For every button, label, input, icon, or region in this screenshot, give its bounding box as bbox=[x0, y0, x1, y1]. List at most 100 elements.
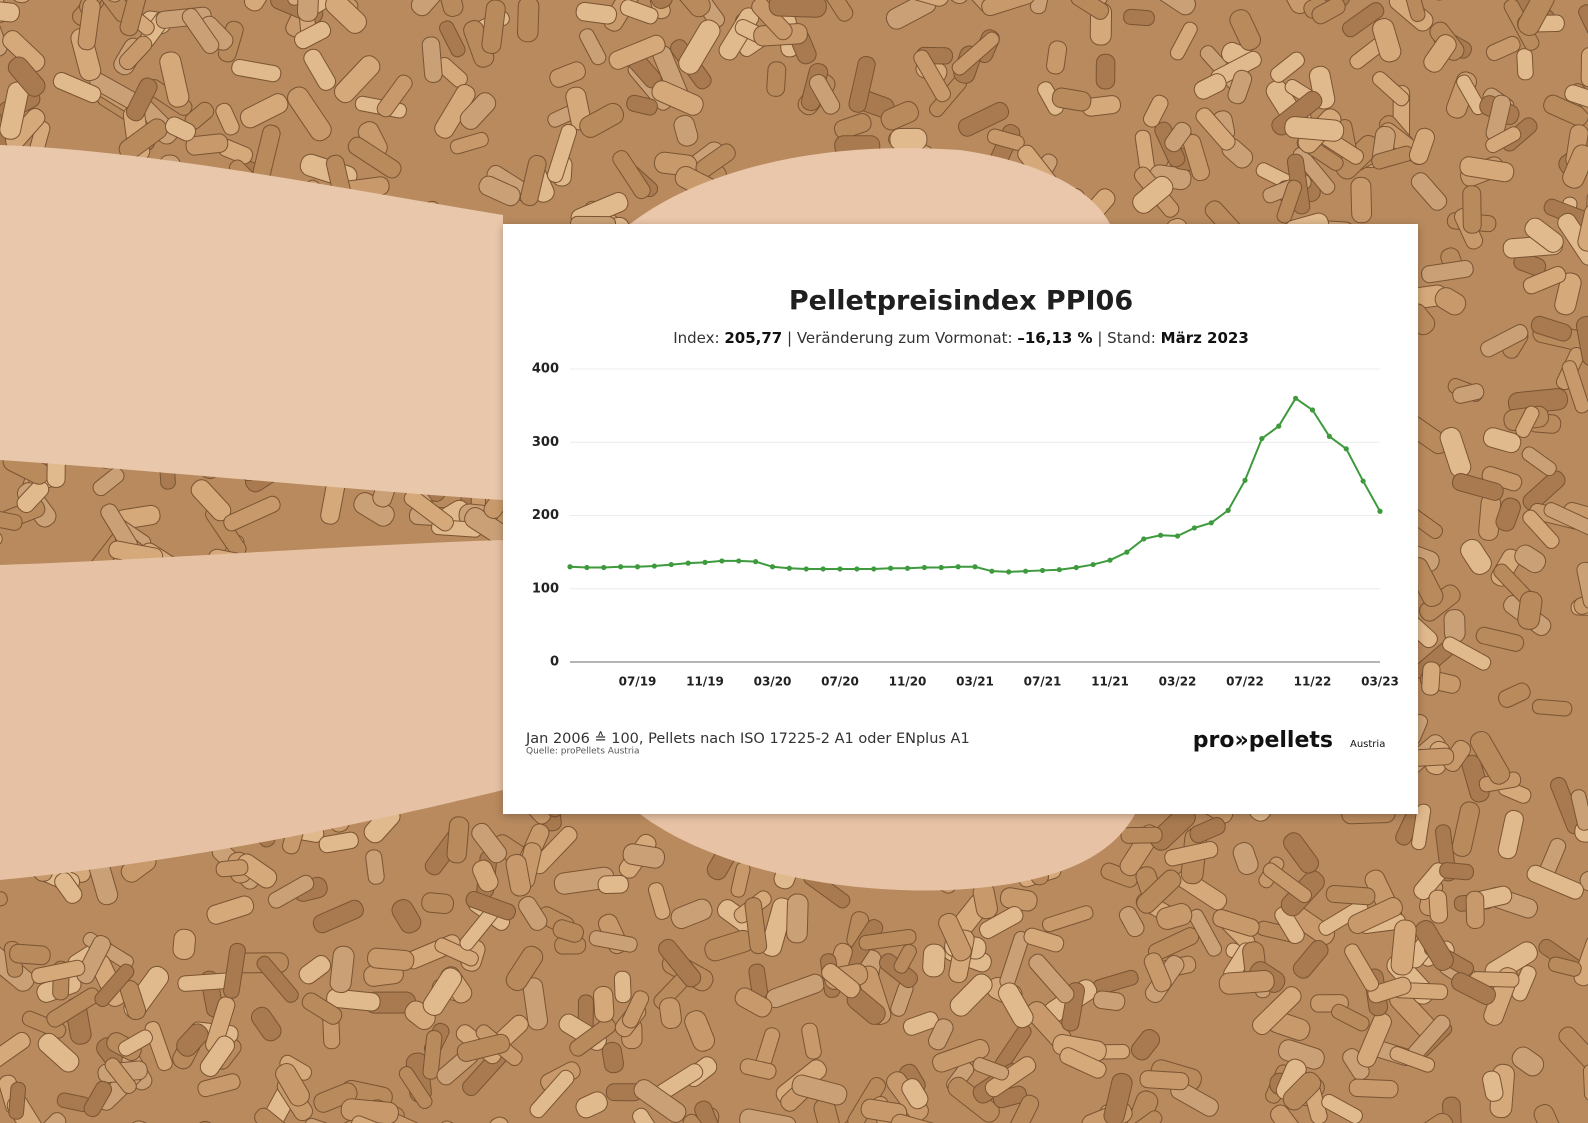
lower-arm bbox=[0, 540, 503, 880]
data-point bbox=[1107, 557, 1113, 563]
pellet bbox=[1169, 21, 1198, 61]
pellet bbox=[1399, 0, 1426, 23]
pellet bbox=[636, 0, 673, 9]
pellet bbox=[529, 1069, 575, 1119]
pellet bbox=[1442, 636, 1492, 671]
pellet bbox=[347, 136, 402, 179]
pellet bbox=[626, 94, 658, 116]
pellet bbox=[199, 1035, 235, 1077]
y-tick-label: 0 bbox=[550, 655, 559, 670]
pellet bbox=[0, 0, 20, 23]
data-point bbox=[854, 566, 860, 572]
pellet bbox=[659, 997, 682, 1030]
pellet bbox=[579, 28, 607, 66]
pellet bbox=[1311, 0, 1346, 25]
pellet bbox=[1195, 107, 1236, 151]
pellet bbox=[768, 0, 827, 18]
pellet bbox=[92, 467, 125, 497]
pellet bbox=[16, 479, 50, 514]
data-point bbox=[1208, 520, 1214, 526]
pellet bbox=[1463, 0, 1512, 2]
pellet bbox=[194, 1120, 234, 1123]
pellet bbox=[670, 898, 713, 930]
series-line bbox=[569, 396, 1381, 573]
pellet bbox=[256, 955, 299, 1003]
pellet bbox=[1051, 87, 1092, 112]
pellet bbox=[658, 938, 702, 988]
x-tick-label: 11/21 bbox=[1091, 675, 1129, 689]
pellet bbox=[1282, 1071, 1322, 1111]
pellet bbox=[981, 0, 1036, 17]
pellet bbox=[215, 102, 240, 136]
pellet bbox=[1132, 175, 1174, 214]
pellet bbox=[1524, 217, 1564, 253]
pellet bbox=[889, 127, 928, 151]
pellet bbox=[1530, 315, 1572, 342]
pellet bbox=[1517, 590, 1543, 630]
data-point bbox=[1124, 549, 1130, 555]
pellet bbox=[1372, 71, 1410, 107]
data-point bbox=[1039, 567, 1046, 574]
pellet bbox=[0, 891, 8, 917]
pellet bbox=[294, 20, 332, 50]
pellet bbox=[1580, 47, 1588, 88]
pellet bbox=[1421, 661, 1441, 696]
pellet bbox=[223, 942, 246, 999]
pellet bbox=[1189, 817, 1226, 844]
data-point bbox=[702, 559, 708, 565]
data-point bbox=[1006, 569, 1012, 575]
data-point bbox=[1293, 395, 1299, 401]
x-tick-label: 07/21 bbox=[1024, 675, 1062, 689]
pellet bbox=[1143, 0, 1196, 16]
pellet bbox=[549, 61, 586, 88]
pellet bbox=[459, 92, 497, 130]
pellet bbox=[181, 7, 220, 54]
pellet bbox=[1526, 864, 1584, 900]
pellet bbox=[694, 1100, 723, 1123]
pellet bbox=[1103, 1072, 1133, 1123]
pellet bbox=[1522, 509, 1560, 549]
data-point bbox=[972, 564, 978, 570]
pellet bbox=[223, 495, 281, 532]
pellet bbox=[928, 1018, 954, 1051]
data-point bbox=[1225, 507, 1231, 513]
pellet bbox=[439, 20, 466, 58]
pellet bbox=[1139, 1070, 1190, 1091]
pellet bbox=[1390, 919, 1417, 976]
pellet bbox=[1516, 48, 1534, 81]
pellet bbox=[206, 895, 255, 925]
data-point bbox=[769, 564, 776, 570]
x-tick-label: 07/22 bbox=[1226, 675, 1264, 689]
pellet bbox=[1428, 889, 1449, 924]
pellet bbox=[176, 1023, 209, 1057]
pellet bbox=[54, 872, 83, 904]
pellet bbox=[1564, 84, 1588, 112]
pellet bbox=[1475, 626, 1525, 652]
pellet bbox=[350, 1115, 394, 1123]
pellet bbox=[287, 86, 332, 142]
pellet bbox=[1465, 890, 1485, 929]
pellet bbox=[730, 861, 751, 898]
pellet bbox=[0, 1031, 31, 1071]
pellet bbox=[739, 1108, 797, 1123]
pellet bbox=[1456, 74, 1486, 116]
pellet bbox=[1425, 0, 1451, 1]
pellet bbox=[1497, 682, 1531, 708]
pellet bbox=[1414, 920, 1454, 971]
x-tick-label: 03/21 bbox=[956, 675, 994, 689]
pellet bbox=[1331, 1003, 1370, 1032]
pellet bbox=[1570, 789, 1588, 831]
pellet bbox=[651, 80, 704, 116]
data-point bbox=[1377, 508, 1383, 514]
pellet bbox=[922, 943, 946, 978]
pellet bbox=[117, 1029, 153, 1057]
data-point bbox=[719, 558, 725, 564]
pellet bbox=[932, 1039, 990, 1073]
pellet bbox=[858, 928, 917, 951]
pellet bbox=[1460, 538, 1492, 575]
pellet bbox=[1325, 885, 1376, 906]
pellet bbox=[1485, 35, 1521, 62]
lower-hand bbox=[640, 814, 1135, 891]
pellet bbox=[678, 19, 721, 75]
